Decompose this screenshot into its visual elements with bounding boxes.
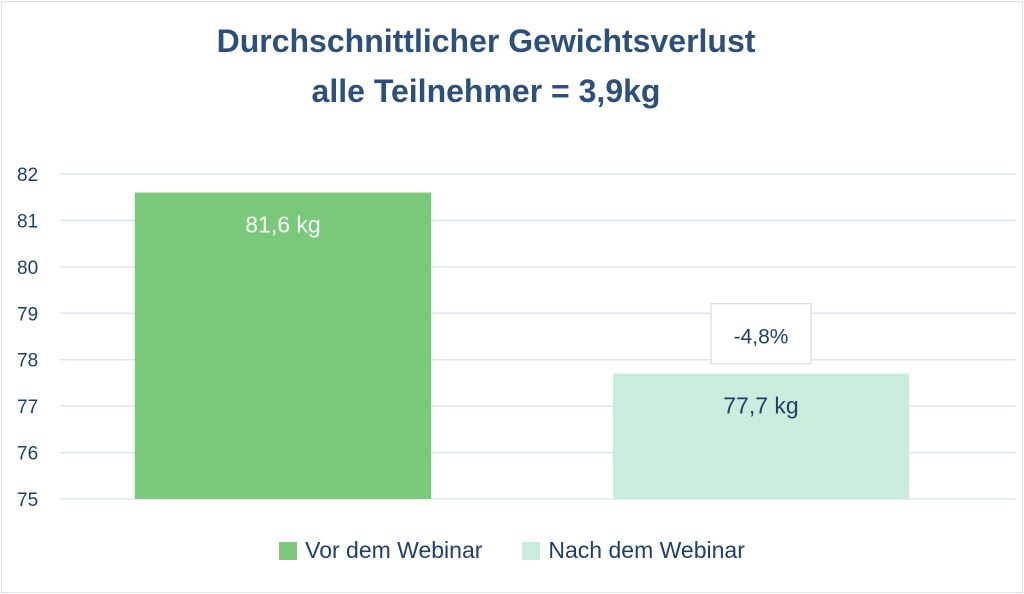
chart-title-line-2: alle Teilnehmer = 3,9kg (311, 73, 661, 109)
y-tick-label: 81 (17, 211, 38, 232)
legend-item-after: Nach dem Webinar (522, 537, 745, 564)
bar (134, 192, 432, 500)
chart-title: Durchschnittlicher Gewichtsverlust alle … (2, 16, 970, 116)
y-tick-label: 77 (17, 397, 38, 418)
legend-label-after: Nach dem Webinar (548, 537, 745, 563)
y-tick-label: 76 (17, 444, 38, 465)
y-tick-label: 75 (17, 490, 38, 511)
y-tick-label: 80 (17, 258, 38, 279)
legend-swatch-after (522, 541, 541, 560)
legend: Vor dem Webinar Nach dem Webinar (0, 537, 1024, 564)
y-tick-label: 82 (17, 165, 38, 186)
bar-data-label: 81,6 kg (245, 212, 320, 238)
bar-data-label: 77,7 kg (723, 393, 798, 419)
annotation-box (710, 302, 812, 365)
legend-item-before: Vor dem Webinar (279, 537, 482, 564)
legend-label-before: Vor dem Webinar (305, 537, 483, 563)
y-tick-label: 79 (17, 304, 38, 325)
y-tick-label: 78 (17, 351, 38, 372)
chart-title-line-1: Durchschnittlicher Gewichtsverlust (216, 23, 756, 59)
legend-swatch-before (279, 541, 298, 560)
annotation-label: -4,8% (734, 326, 789, 349)
bar (612, 373, 910, 499)
